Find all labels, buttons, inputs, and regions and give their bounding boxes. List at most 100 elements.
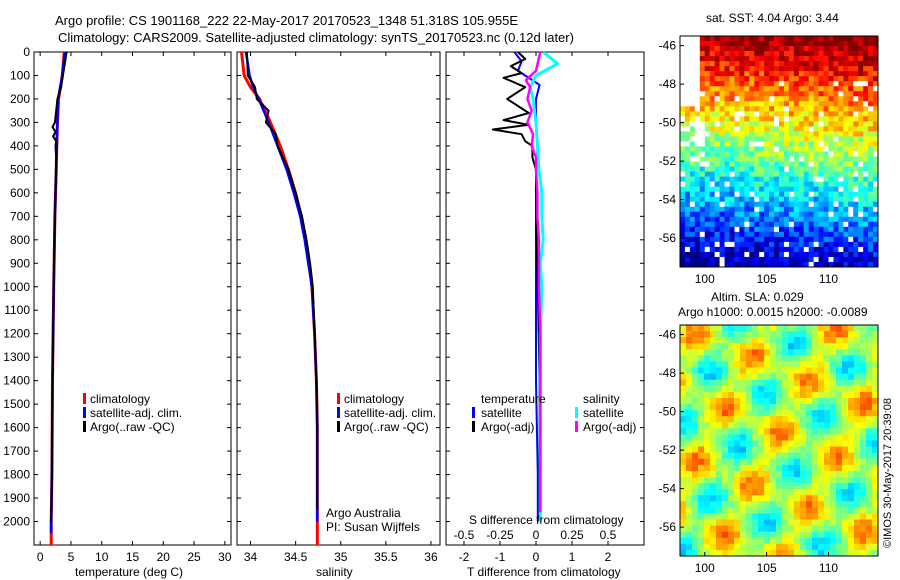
sla-cell xyxy=(686,379,693,387)
sst-cell xyxy=(873,136,879,142)
sst-cell xyxy=(873,51,879,57)
sla-cell xyxy=(848,410,855,417)
sla-cell xyxy=(770,331,777,338)
sla-cell xyxy=(776,397,783,405)
sla-cell xyxy=(722,422,729,429)
sla-cell xyxy=(824,349,831,356)
sst-cell xyxy=(858,221,864,228)
sla-cell xyxy=(812,537,819,545)
sst-cell xyxy=(793,166,800,172)
sst-cell xyxy=(873,41,879,47)
sst-cell xyxy=(843,46,849,52)
sst-cell xyxy=(734,51,740,57)
sla-cell xyxy=(698,355,705,362)
sst-cell xyxy=(858,86,864,92)
sla-cell xyxy=(734,355,741,362)
sla-cell xyxy=(848,458,855,466)
sst-cell xyxy=(853,51,859,57)
sst-cell xyxy=(788,111,795,117)
sla-cell xyxy=(812,331,819,338)
sst-cell xyxy=(749,116,755,122)
sst-cell xyxy=(788,121,795,127)
sla-cell xyxy=(710,355,717,362)
sst-cell xyxy=(680,211,686,218)
sla-cell xyxy=(692,422,699,429)
sst-cell xyxy=(680,156,686,162)
sst-cell xyxy=(714,121,720,127)
sst-cell xyxy=(873,201,879,208)
sla-cell xyxy=(758,422,765,429)
sla-cell xyxy=(680,489,687,496)
sst-cell xyxy=(680,71,686,77)
sst-cell xyxy=(699,106,706,112)
sla-cell xyxy=(752,476,759,484)
sla-cell xyxy=(860,470,867,478)
sst-cell xyxy=(719,216,725,223)
sla-cell xyxy=(776,355,783,362)
sla-cell xyxy=(752,507,759,514)
sst-cell xyxy=(853,191,859,197)
sst-cell xyxy=(848,141,854,147)
sla-cell xyxy=(782,519,789,526)
sst-cell xyxy=(714,201,720,208)
sst-cell xyxy=(798,126,805,132)
sst-map-frame xyxy=(679,35,879,268)
sst-cell xyxy=(759,66,765,72)
sla-cell xyxy=(806,476,813,484)
sla-cell xyxy=(830,343,837,350)
map-y-tick-label: -50 xyxy=(659,116,677,130)
sst-cell xyxy=(719,226,725,233)
legend-label-t-argo: Argo(-adj) xyxy=(481,420,534,434)
sla-cell xyxy=(722,343,729,350)
sla-cell xyxy=(686,549,693,557)
sla-cell xyxy=(764,325,771,332)
sst-cell xyxy=(759,81,765,87)
sst-cell xyxy=(734,171,740,177)
sla-cell xyxy=(848,416,855,423)
sst-cell xyxy=(759,141,765,147)
sst-cell xyxy=(734,176,740,182)
sst-cell xyxy=(858,166,864,172)
sla-cell xyxy=(782,349,789,356)
sst-cell xyxy=(719,106,725,112)
sst-cell xyxy=(744,256,750,263)
sla-cell xyxy=(836,373,843,381)
sst-cell xyxy=(848,251,854,258)
sla-cell xyxy=(752,434,759,441)
sst-cell xyxy=(848,176,854,182)
sla-cell xyxy=(704,470,711,478)
y-tick-label: 700 xyxy=(10,209,30,223)
sla-cell xyxy=(836,458,843,466)
sst-cell xyxy=(798,251,805,258)
sla-cell xyxy=(800,525,807,532)
sst-cell xyxy=(813,216,819,223)
sst-cell xyxy=(828,96,834,102)
sst-cell xyxy=(694,76,701,82)
sst-cell xyxy=(684,136,691,142)
sla-cell xyxy=(698,367,705,374)
sst-cell xyxy=(739,241,745,248)
sst-cell xyxy=(813,101,819,107)
sst-cell xyxy=(828,36,834,42)
sla-cell xyxy=(800,373,807,381)
sst-cell xyxy=(719,76,725,82)
x-tick-label: -1 xyxy=(495,550,506,564)
sst-cell xyxy=(719,161,725,167)
sst-cell xyxy=(873,226,879,233)
sla-cell xyxy=(728,343,735,350)
sst-cell xyxy=(853,246,859,253)
sst-cell xyxy=(764,116,770,122)
sst-cell xyxy=(704,126,710,132)
sst-cell xyxy=(684,66,691,72)
sst-cell xyxy=(838,186,844,192)
sla-cell xyxy=(734,470,741,478)
sla-cell xyxy=(692,337,699,344)
sla-cell xyxy=(692,325,699,332)
sst-cell xyxy=(764,146,770,152)
sst-cell xyxy=(798,36,805,42)
sst-cell xyxy=(823,221,829,228)
sst-cell xyxy=(684,111,691,117)
sst-cell xyxy=(848,46,854,52)
sst-cell xyxy=(729,196,735,203)
sla-cell xyxy=(860,483,867,490)
